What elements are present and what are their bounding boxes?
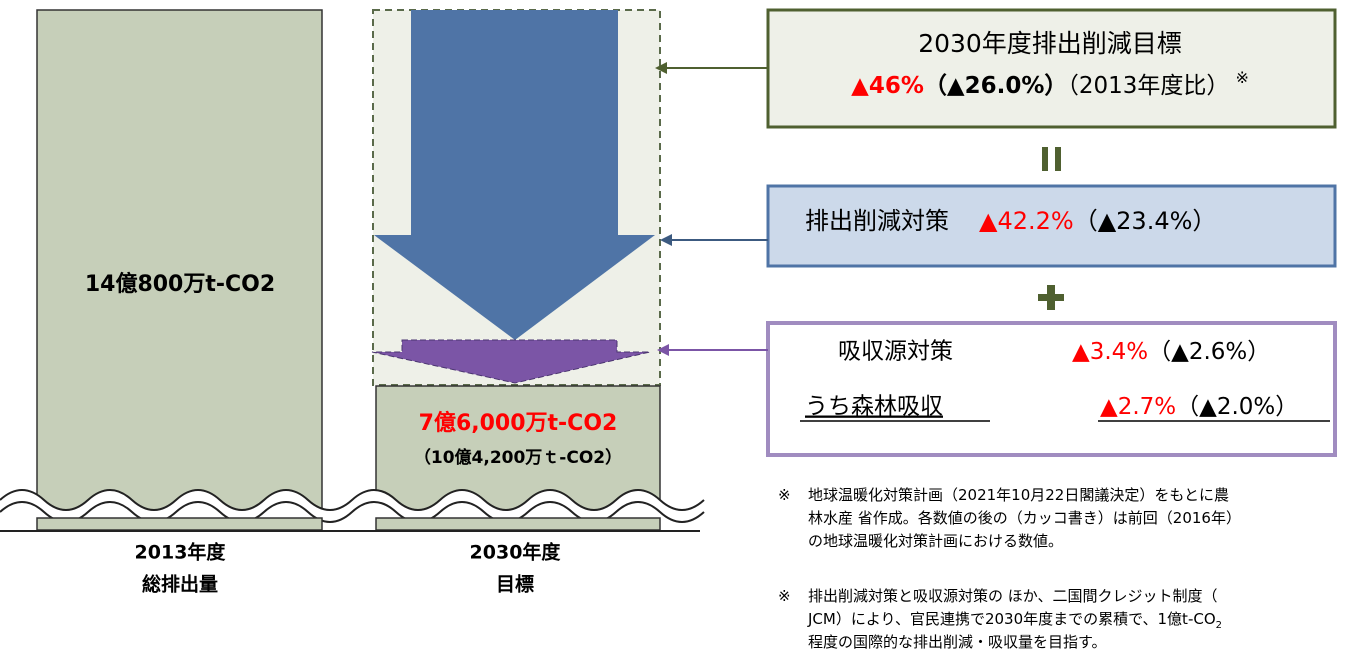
bar-sublabel: （10億4,200万ｔ-CO2）	[414, 447, 622, 468]
caption: 目標	[496, 573, 534, 596]
target-box	[766, 8, 1337, 129]
note-line: の地球温暖化対策計画における数値。	[808, 532, 1063, 550]
reduction-box	[766, 184, 1337, 268]
note-line: 地球温暖化対策計画（2021年10月22日閣議決定）をもとに農	[808, 486, 1229, 504]
bar-2013	[36, 9, 323, 511]
plus-sign	[1047, 285, 1055, 310]
previous: （▲26.0%）	[924, 72, 1067, 99]
previous: （▲2.0%）	[1176, 394, 1298, 420]
note-mark: ※	[778, 486, 791, 504]
caption: 2013年度	[135, 541, 227, 564]
arrowhead	[657, 344, 669, 356]
absorption-label: 吸収源対策	[838, 339, 953, 365]
bar-foot	[36, 517, 323, 531]
note-text: JCM）により、官民連携で2030年度までの累積で、1億t-CO	[807, 610, 1216, 628]
target-title: 2030年度排出削減目標	[918, 29, 1182, 58]
absorption-values: ▲3.4%（▲2.6%）	[1072, 339, 1270, 365]
note-line: 排出削減対策と吸収源対策の ほか、二国間クレジット制度（	[808, 587, 1217, 605]
bar-2030	[375, 385, 661, 511]
caption: 2030年度	[470, 541, 562, 564]
bar-foot	[375, 517, 661, 531]
break-line	[0, 489, 705, 511]
arrowhead	[660, 234, 672, 246]
absorption-box	[766, 321, 1337, 457]
note-line: 程度の国際的な排出削減・吸収量を目指す。	[808, 633, 1107, 651]
label: 排出削減対策	[805, 207, 949, 235]
basis: （2013年度比）	[1067, 73, 1229, 99]
arrowhead	[655, 62, 667, 74]
previous: （▲2.6%）	[1148, 339, 1270, 365]
value: ▲3.4%	[1072, 339, 1148, 365]
value: ▲46%	[851, 73, 924, 99]
value: ▲42.2%	[979, 207, 1074, 235]
bar-label: 7億6,000万t-CO2	[419, 410, 618, 436]
mark: ※	[1235, 68, 1248, 87]
reduction-arrow	[374, 10, 655, 340]
equals-sign	[1055, 147, 1061, 171]
forest-label: うち森林吸収	[805, 394, 943, 420]
forest-values: ▲2.7%（▲2.0%）	[1100, 394, 1298, 420]
previous: （▲23.4%）	[1074, 207, 1217, 235]
reduction-text: 排出削減対策 ▲42.2%（▲23.4%）	[805, 207, 1216, 235]
note-mark: ※	[778, 587, 791, 605]
equals-sign	[1042, 147, 1048, 171]
bar-label: 14億800万t-CO2	[85, 271, 275, 297]
value: ▲2.7%	[1100, 394, 1176, 420]
note-line: JCM）により、官民連携で2030年度までの累積で、1億t-CO2	[807, 610, 1222, 631]
note-line: 林水産 省作成。各数値の後の（カッコ書き）は前回（2016年）	[808, 509, 1241, 527]
subscript: 2	[1216, 620, 1222, 631]
absorption-arrow	[371, 339, 651, 384]
target-values: ▲46%（▲26.0%）（2013年度比） ※	[851, 68, 1249, 99]
caption: 総排出量	[142, 573, 218, 596]
